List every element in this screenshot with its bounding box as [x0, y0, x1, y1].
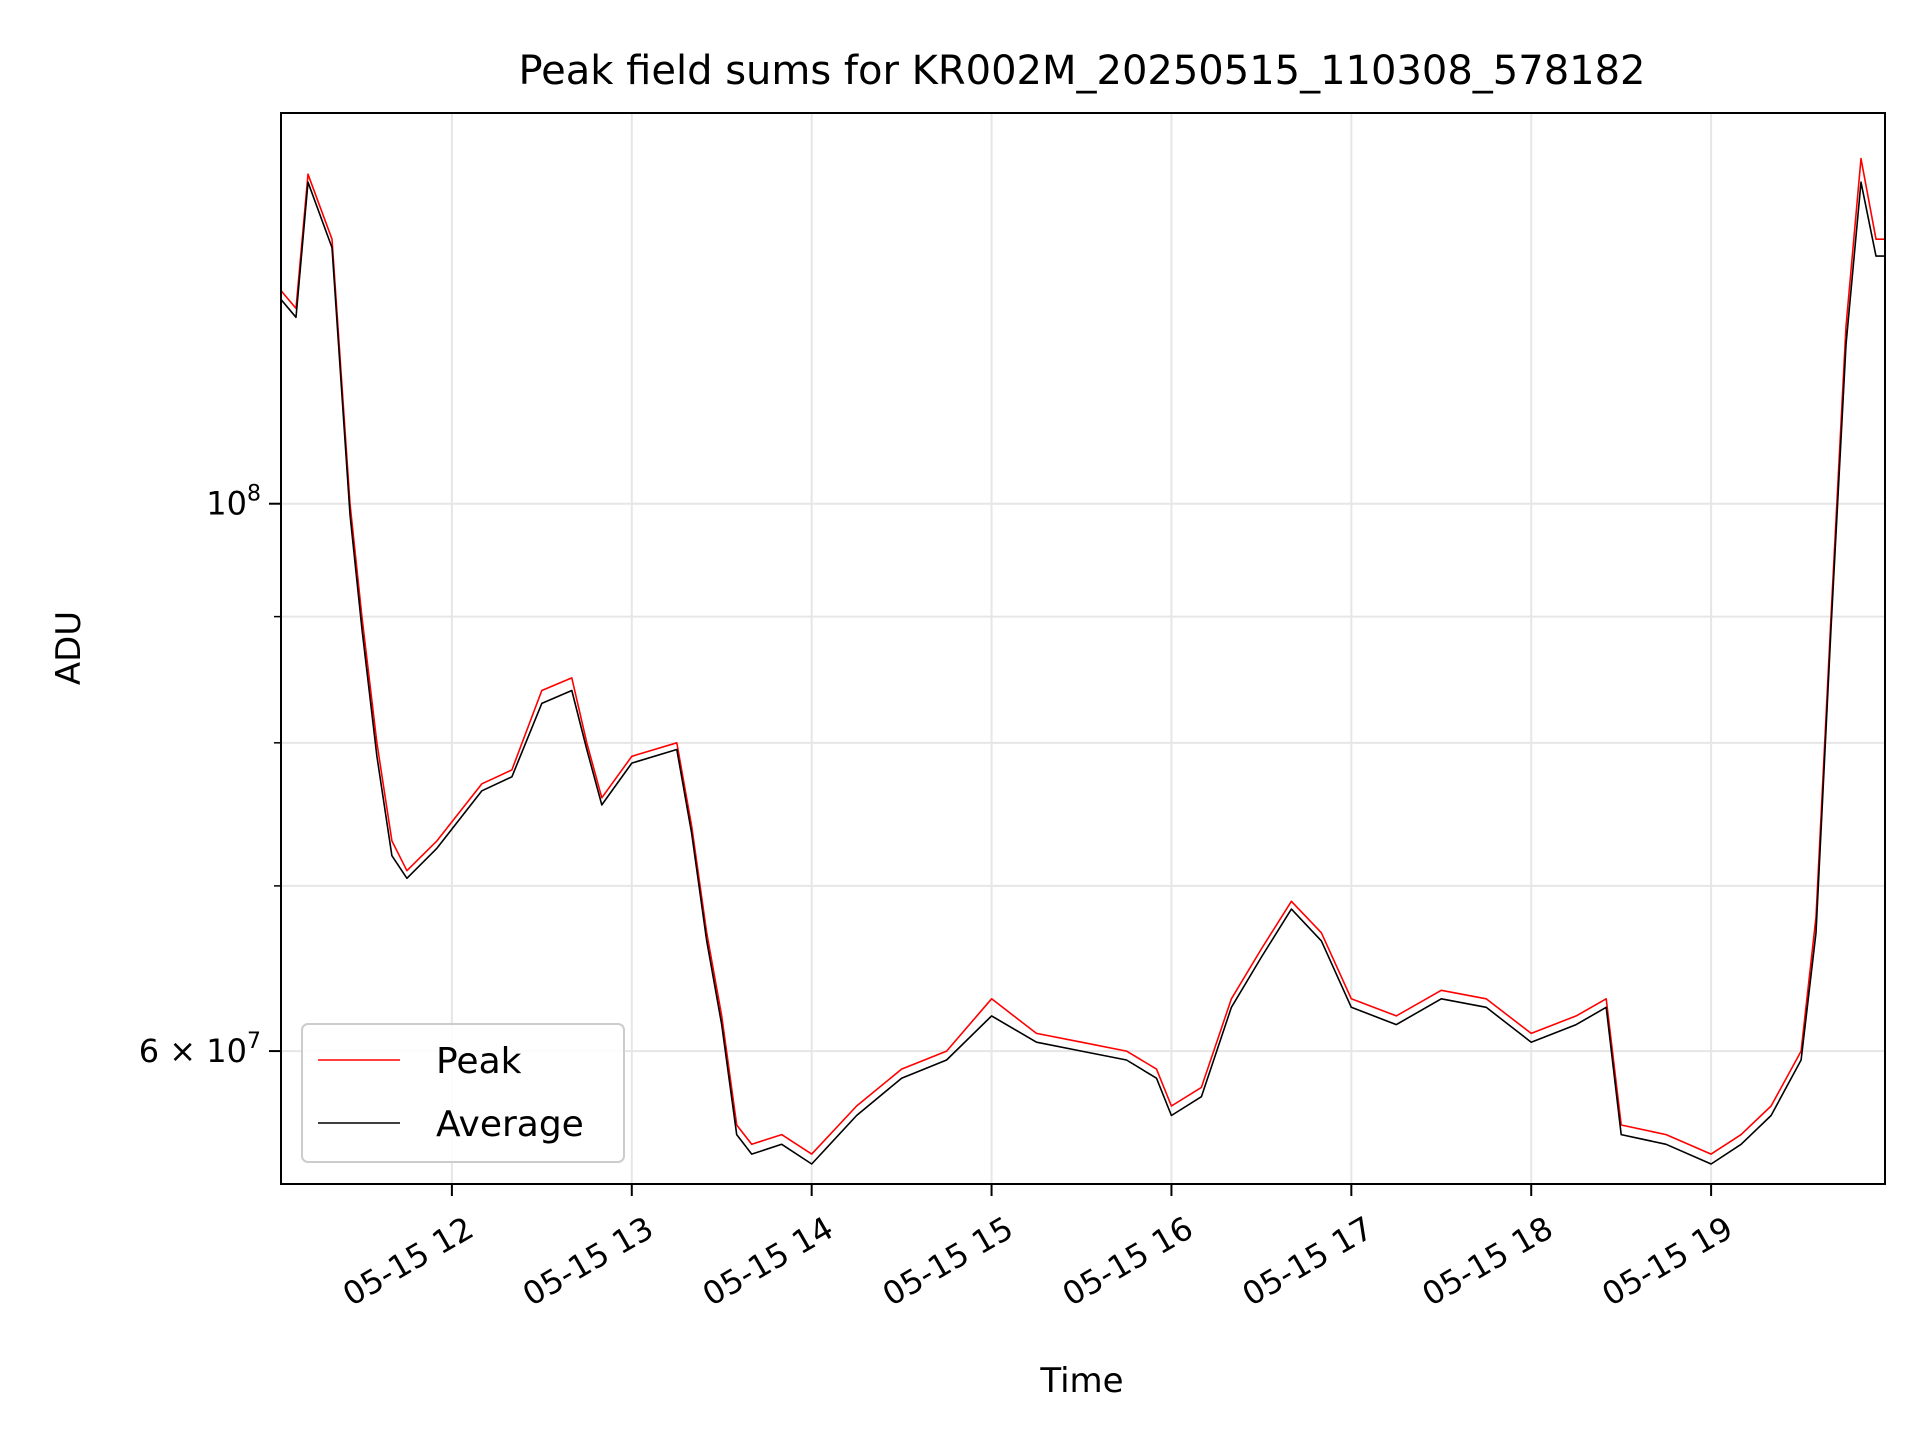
y-axis-label: ADU: [49, 611, 89, 685]
y-tick-label: 6 × 107: [139, 1029, 261, 1070]
grid: [281, 113, 1885, 1184]
series-line-average: [281, 181, 1885, 1165]
plot-frame: [280, 112, 1886, 1185]
legend-label-average: Average: [436, 1104, 584, 1145]
y-tick-label: 108: [206, 482, 261, 523]
series-line-peak: [281, 157, 1885, 1155]
legend-box: [301, 1023, 625, 1163]
legend-label-peak: Peak: [436, 1041, 522, 1082]
x-axis-label: Time: [1039, 1361, 1123, 1401]
chart-title: Peak field sums for KR002M_20250515_1103…: [518, 48, 1645, 94]
plot-lines: [281, 157, 1885, 1165]
y-ticks: 108 6 × 107: [139, 482, 281, 1070]
legend: Peak Average: [301, 1023, 625, 1163]
